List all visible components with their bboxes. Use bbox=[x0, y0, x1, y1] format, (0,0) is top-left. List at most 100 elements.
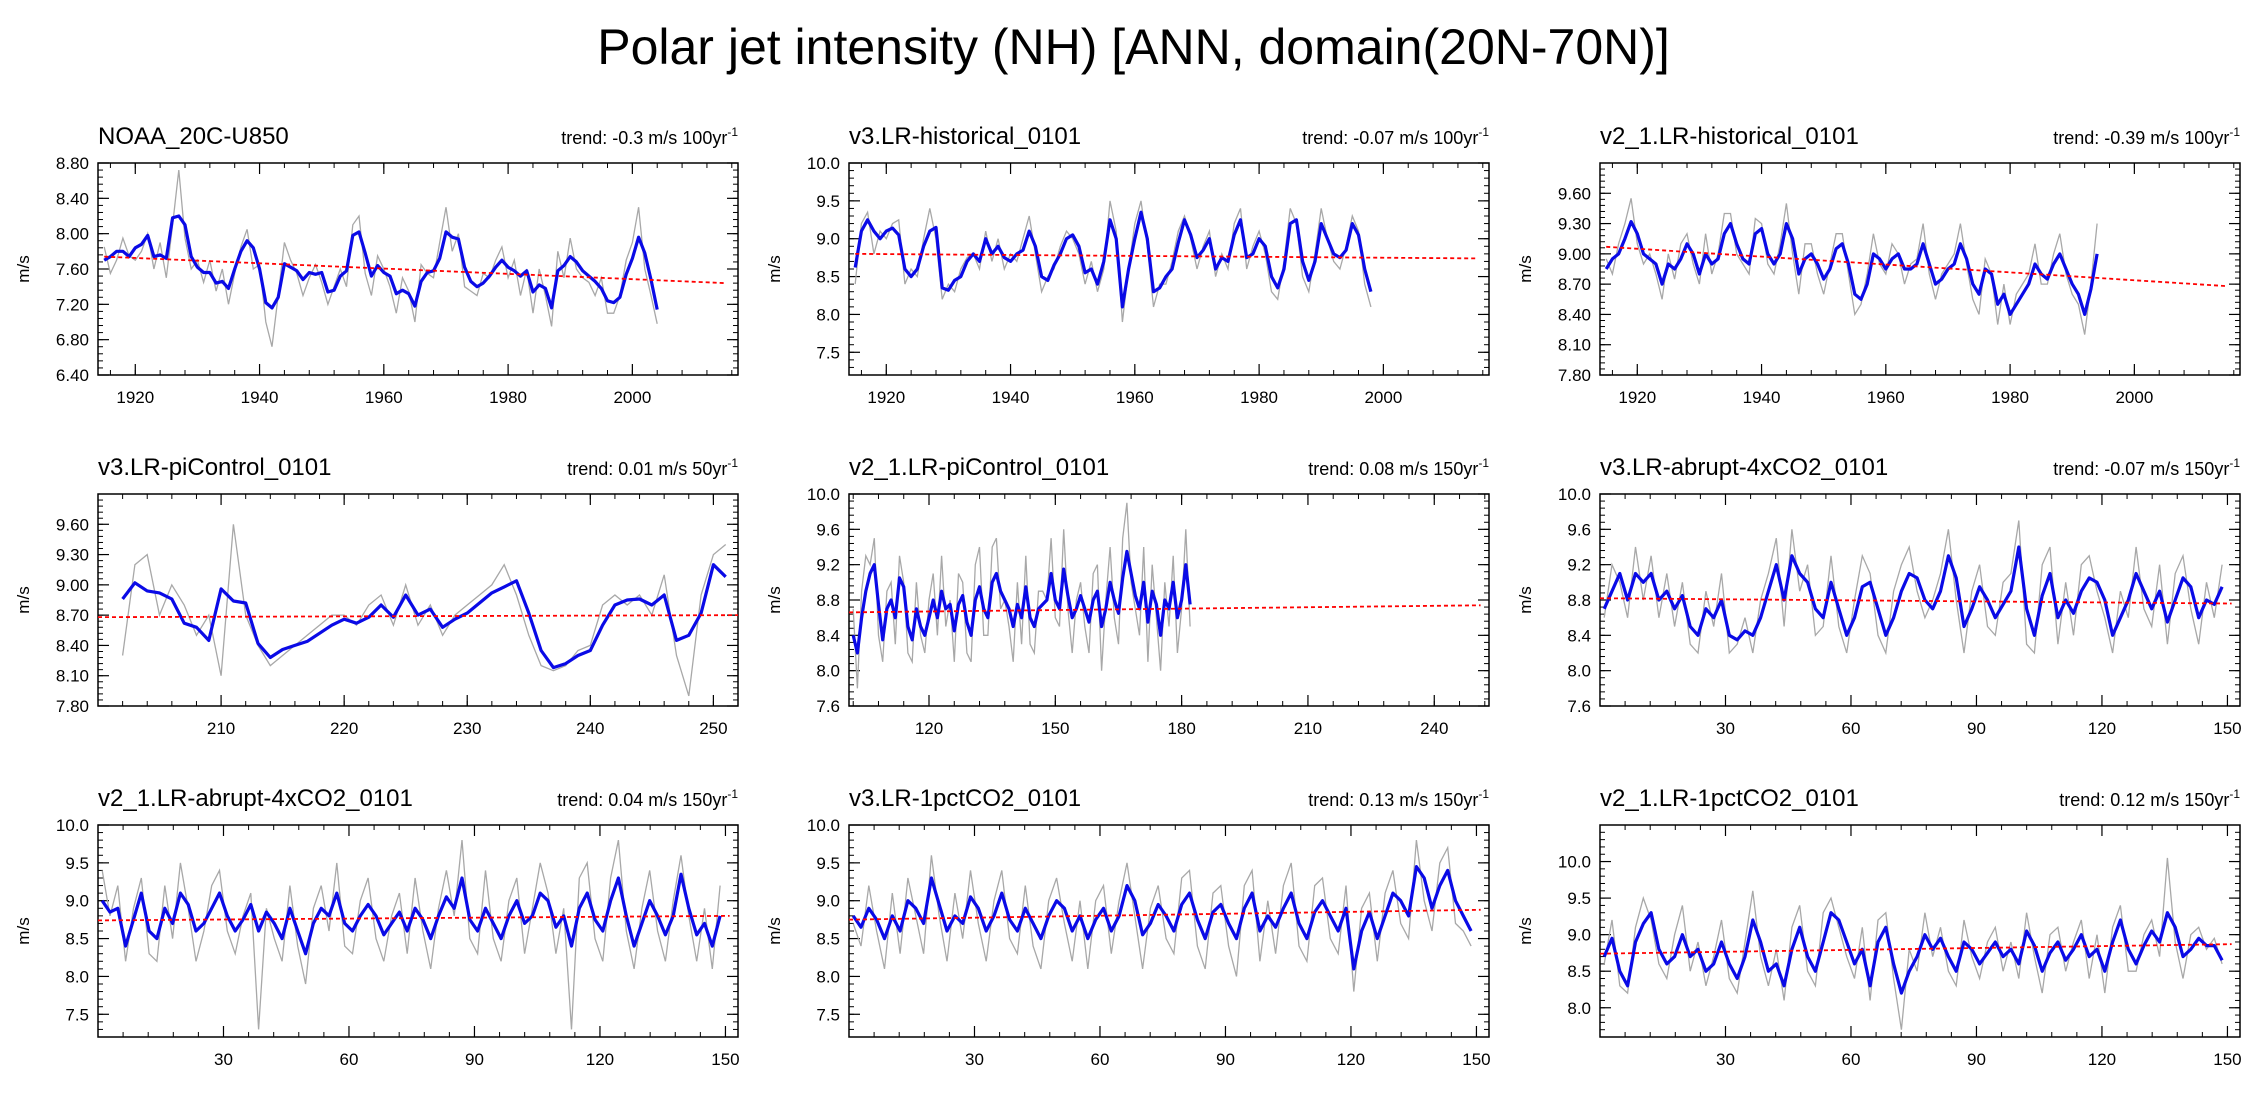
y-tick-label: 9.60 bbox=[56, 515, 89, 534]
x-tick-label: 150 bbox=[2213, 1050, 2241, 1069]
x-tick-label: 1980 bbox=[489, 388, 527, 407]
x-tick-label: 150 bbox=[2213, 719, 2241, 738]
series-group bbox=[98, 839, 730, 1030]
raw-series-line bbox=[103, 170, 658, 347]
x-tick-label: 1960 bbox=[365, 388, 403, 407]
y-axis-label: m/s bbox=[765, 586, 784, 613]
plot-frame bbox=[848, 824, 1490, 1038]
trend-label: trend: 0.04 m/s 150yr-1 bbox=[557, 787, 738, 810]
x-tick-label: 30 bbox=[1716, 719, 1735, 738]
series-group bbox=[98, 524, 738, 697]
series-group bbox=[853, 200, 1477, 323]
x-tick-label: 90 bbox=[1967, 1050, 1986, 1069]
y-tick-label: 8.0 bbox=[1567, 999, 1591, 1018]
trend-exponent: -1 bbox=[727, 456, 738, 470]
panel-title: NOAA_20C-U850 bbox=[98, 123, 289, 150]
x-tick-label: 90 bbox=[1216, 1050, 1235, 1069]
panel-title: v2_1.LR-1pctCO2_0101 bbox=[1600, 785, 1859, 812]
plot-frame bbox=[848, 162, 1490, 376]
y-tick-label: 8.0 bbox=[65, 967, 89, 986]
x-tick-label: 120 bbox=[915, 719, 943, 738]
y-tick-label: 9.6 bbox=[1567, 520, 1591, 539]
y-tick-label: 8.8 bbox=[816, 591, 840, 610]
smoothed-series-line bbox=[100, 872, 722, 956]
x-tick-label: 150 bbox=[711, 1050, 739, 1069]
smoothed-series-line bbox=[1604, 220, 2099, 316]
y-tick-label: 8.4 bbox=[816, 626, 840, 645]
y-tick-label: 8.40 bbox=[56, 636, 89, 655]
trend-exponent: -1 bbox=[1478, 125, 1489, 139]
raw-series-line bbox=[1603, 857, 2223, 1030]
x-tick-label: 2000 bbox=[1364, 388, 1402, 407]
trend-line bbox=[849, 604, 1481, 614]
x-tick-label: 150 bbox=[1462, 1050, 1490, 1069]
smoothed-series-line bbox=[853, 210, 1373, 309]
x-tick-label: 1940 bbox=[992, 388, 1030, 407]
y-tick-label: 7.80 bbox=[1558, 366, 1591, 385]
y-tick-label: 9.30 bbox=[1558, 215, 1591, 234]
y-axis-label: m/s bbox=[14, 917, 33, 944]
y-tick-label: 8.70 bbox=[1558, 275, 1591, 294]
y-tick-label: 7.6 bbox=[816, 697, 840, 716]
trend-line bbox=[849, 908, 1481, 921]
series-group bbox=[1600, 520, 2232, 656]
x-tick-label: 90 bbox=[465, 1050, 484, 1069]
x-tick-label: 240 bbox=[576, 719, 604, 738]
x-tick-label: 180 bbox=[1167, 719, 1195, 738]
trend-label: trend: 0.01 m/s 50yr-1 bbox=[567, 456, 738, 479]
y-tick-label: 7.5 bbox=[65, 1005, 89, 1024]
panel-title: v3.LR-historical_0101 bbox=[849, 123, 1081, 150]
x-tick-label: 210 bbox=[1294, 719, 1322, 738]
trend-label: trend: -0.39 m/s 100yr-1 bbox=[2053, 125, 2240, 148]
y-tick-label: 9.5 bbox=[816, 192, 840, 211]
panel-title: v2_1.LR-abrupt-4xCO2_0101 bbox=[98, 785, 413, 812]
x-tick-label: 1960 bbox=[1867, 388, 1905, 407]
x-tick-label: 230 bbox=[453, 719, 481, 738]
y-tick-label: 10.0 bbox=[1558, 485, 1591, 504]
y-tick-label: 8.5 bbox=[65, 930, 89, 949]
y-tick-label: 7.6 bbox=[1567, 697, 1591, 716]
trend-label: trend: -0.07 m/s 100yr-1 bbox=[1302, 125, 1489, 148]
panel-title: v3.LR-abrupt-4xCO2_0101 bbox=[1600, 454, 1888, 481]
x-tick-label: 30 bbox=[965, 1050, 984, 1069]
y-tick-label: 9.30 bbox=[56, 546, 89, 565]
panel-3: v2_1.LR-historical_0101 trend: -0.39 m/s … bbox=[1516, 123, 2241, 407]
y-axis-label: m/s bbox=[1516, 917, 1535, 944]
panel-8: v3.LR-1pctCO2_0101 trend: 0.13 m/s 150yr-… bbox=[765, 785, 1491, 1069]
x-tick-label: 210 bbox=[207, 719, 235, 738]
trend-line bbox=[98, 614, 738, 619]
x-tick-label: 30 bbox=[214, 1050, 233, 1069]
y-tick-label: 9.0 bbox=[65, 892, 89, 911]
y-tick-label: 10.0 bbox=[1558, 853, 1591, 872]
smoothed-series-line bbox=[1602, 911, 2224, 995]
x-tick-label: 30 bbox=[1716, 1050, 1735, 1069]
y-tick-label: 8.80 bbox=[56, 154, 89, 173]
raw-series-line bbox=[101, 839, 721, 1030]
trend-exponent: -1 bbox=[2229, 456, 2240, 470]
figure-title: Polar jet intensity (NH) [ANN, domain(20… bbox=[597, 19, 1670, 75]
y-tick-label: 8.0 bbox=[816, 662, 840, 681]
y-tick-label: 7.5 bbox=[816, 343, 840, 362]
trend-label: trend: 0.13 m/s 150yr-1 bbox=[1308, 787, 1489, 810]
y-tick-label: 6.80 bbox=[56, 331, 89, 350]
y-axis-label: m/s bbox=[1516, 255, 1535, 282]
y-tick-label: 9.00 bbox=[56, 576, 89, 595]
x-tick-label: 1920 bbox=[116, 388, 154, 407]
panel-5: v2_1.LR-piControl_0101 trend: 0.08 m/s 15… bbox=[765, 454, 1490, 738]
trend-label: trend: -0.3 m/s 100yr-1 bbox=[561, 125, 738, 148]
x-tick-label: 250 bbox=[699, 719, 727, 738]
y-tick-label: 10.0 bbox=[807, 154, 840, 173]
y-tick-label: 7.80 bbox=[56, 697, 89, 716]
panel-title: v3.LR-piControl_0101 bbox=[98, 454, 331, 481]
x-tick-label: 60 bbox=[1091, 1050, 1110, 1069]
y-tick-label: 9.2 bbox=[1567, 556, 1591, 575]
y-tick-label: 10.0 bbox=[56, 816, 89, 835]
y-tick-label: 9.00 bbox=[1558, 245, 1591, 264]
trend-exponent: -1 bbox=[727, 787, 738, 801]
y-tick-label: 9.60 bbox=[1558, 184, 1591, 203]
y-tick-label: 10.0 bbox=[807, 816, 840, 835]
x-tick-label: 60 bbox=[1842, 1050, 1861, 1069]
panel-2: v3.LR-historical_0101 trend: -0.07 m/s 10… bbox=[765, 123, 1490, 407]
y-tick-label: 9.5 bbox=[1567, 889, 1591, 908]
